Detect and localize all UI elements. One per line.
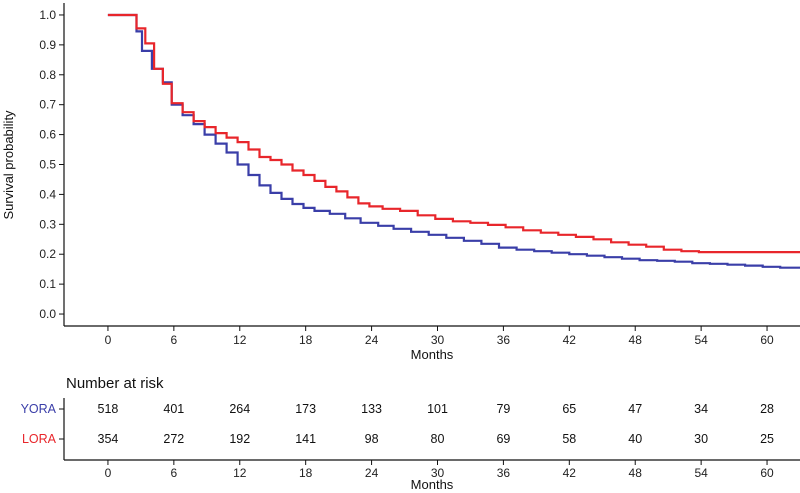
x-tick-label: 48 — [629, 333, 643, 347]
survival-curve-yora — [107, 13, 800, 269]
risk-cell: 133 — [361, 402, 382, 416]
x-tick-label: 42 — [563, 333, 577, 347]
y-tick-label: 1.0 — [39, 8, 56, 22]
x-tick-label: 30 — [431, 333, 445, 347]
risk-cell: 69 — [496, 432, 510, 446]
risk-cell: 80 — [431, 432, 445, 446]
risk-rows: YORA 518 401 264 173 133 101 79 65 47 34 28 LORA 354 2… — [21, 402, 774, 446]
risk-cell: 98 — [365, 432, 379, 446]
risk-cell: 30 — [694, 432, 708, 446]
risk-cell: 518 — [98, 402, 119, 416]
risk-cell: 28 — [760, 402, 774, 416]
risk-x-axis-title: Months — [411, 477, 454, 492]
x-ticks: 0 6 12 18 24 30 36 42 48 54 60 — [105, 326, 774, 347]
risk-cell: 272 — [163, 432, 184, 446]
risk-cell: 58 — [562, 432, 576, 446]
y-tick-label: 0.7 — [39, 98, 56, 112]
risk-cell: 264 — [229, 402, 250, 416]
y-tick-label: 0.2 — [39, 247, 56, 261]
risk-x-tick-label: 30 — [431, 466, 445, 480]
risk-x-tick-label: 18 — [299, 466, 313, 480]
risk-x-tick-label: 54 — [694, 466, 708, 480]
x-tick-label: 0 — [105, 333, 112, 347]
y-axis-title: Survival probability — [1, 110, 16, 220]
risk-cell: 79 — [496, 402, 510, 416]
risk-x-tick-label: 6 — [171, 466, 178, 480]
risk-x-tick-label: 36 — [497, 466, 511, 480]
survival-plot-area: 0.0 0.1 0.2 0.3 0.4 0.5 0.6 0.7 0.8 0.9 1.0 0 6 12 18… — [1, 3, 800, 362]
risk-row-label-lora: LORA — [22, 432, 57, 446]
x-tick-label: 18 — [299, 333, 313, 347]
risk-table-title: Number at risk — [66, 375, 164, 392]
risk-table: Number at risk YORA 518 401 264 173 133 101 79 6… — [21, 375, 800, 492]
risk-cell: 47 — [628, 402, 642, 416]
x-tick-label: 6 — [171, 333, 178, 347]
risk-x-ticks: 0 6 12 18 24 30 36 42 48 54 60 — [105, 460, 774, 480]
risk-cell: 25 — [760, 432, 774, 446]
risk-cell: 40 — [628, 432, 642, 446]
x-tick-label: 24 — [365, 333, 379, 347]
y-tick-label: 0.1 — [39, 277, 56, 291]
y-tick-label: 0.3 — [39, 217, 56, 231]
x-axis-title: Months — [411, 347, 454, 362]
risk-x-tick-label: 60 — [760, 466, 774, 480]
risk-row-label-yora: YORA — [21, 402, 57, 416]
y-tick-label: 0.9 — [39, 38, 56, 52]
risk-cell: 354 — [98, 432, 119, 446]
risk-x-tick-label: 24 — [365, 466, 379, 480]
risk-x-tick-label: 0 — [105, 466, 112, 480]
risk-cell: 401 — [163, 402, 184, 416]
risk-cell: 141 — [295, 432, 316, 446]
survival-curves — [107, 13, 800, 269]
risk-cell: 65 — [562, 402, 576, 416]
risk-x-tick-label: 12 — [233, 466, 247, 480]
risk-x-tick-label: 48 — [629, 466, 643, 480]
y-tick-label: 0.0 — [39, 307, 56, 321]
x-tick-label: 36 — [497, 333, 511, 347]
risk-cell: 34 — [694, 402, 708, 416]
x-tick-label: 54 — [694, 333, 708, 347]
y-tick-label: 0.5 — [39, 158, 56, 172]
risk-cell: 192 — [229, 432, 250, 446]
x-tick-label: 60 — [760, 333, 774, 347]
risk-cell: 101 — [427, 402, 448, 416]
y-tick-label: 0.8 — [39, 68, 56, 82]
y-ticks: 0.0 0.1 0.2 0.3 0.4 0.5 0.6 0.7 0.8 0.9 1.0 — [39, 8, 64, 321]
survival-curve-lora — [107, 13, 800, 254]
risk-x-tick-label: 42 — [563, 466, 577, 480]
risk-cell: 173 — [295, 402, 316, 416]
x-tick-label: 12 — [233, 333, 247, 347]
y-tick-label: 0.4 — [39, 187, 56, 201]
y-tick-label: 0.6 — [39, 128, 56, 142]
